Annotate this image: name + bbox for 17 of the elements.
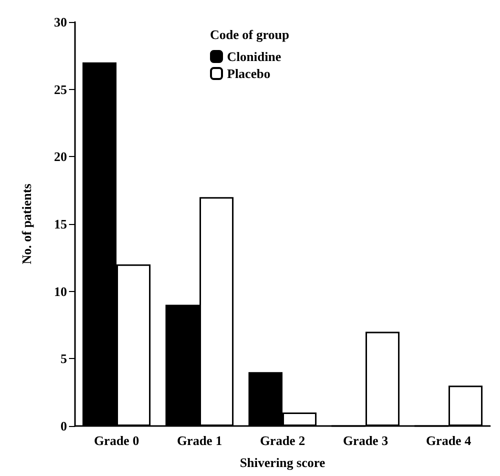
x-axis-title: Shivering score <box>240 455 326 470</box>
x-tick-label: Grade 1 <box>176 433 222 448</box>
y-tick-label: 10 <box>54 284 67 299</box>
y-tick-label: 5 <box>60 351 68 366</box>
legend-label: Placebo <box>227 66 270 81</box>
x-tick-label: Grade 0 <box>94 433 140 448</box>
x-tick-label: Grade 3 <box>342 433 389 448</box>
y-tick-label: 30 <box>54 14 67 30</box>
y-tick-label: 20 <box>54 149 67 164</box>
y-tick-label: 15 <box>54 216 68 232</box>
legend-title: Code of group <box>210 27 290 42</box>
legend-label: Clonidine <box>227 49 282 64</box>
x-tick-label: Grade 2 <box>260 433 306 448</box>
y-tick-label: 25 <box>54 82 68 97</box>
y-axis-title: No. of patients <box>19 184 34 264</box>
y-tick-label: 0 <box>60 418 67 434</box>
x-tick-label: Grade 4 <box>426 433 472 448</box>
